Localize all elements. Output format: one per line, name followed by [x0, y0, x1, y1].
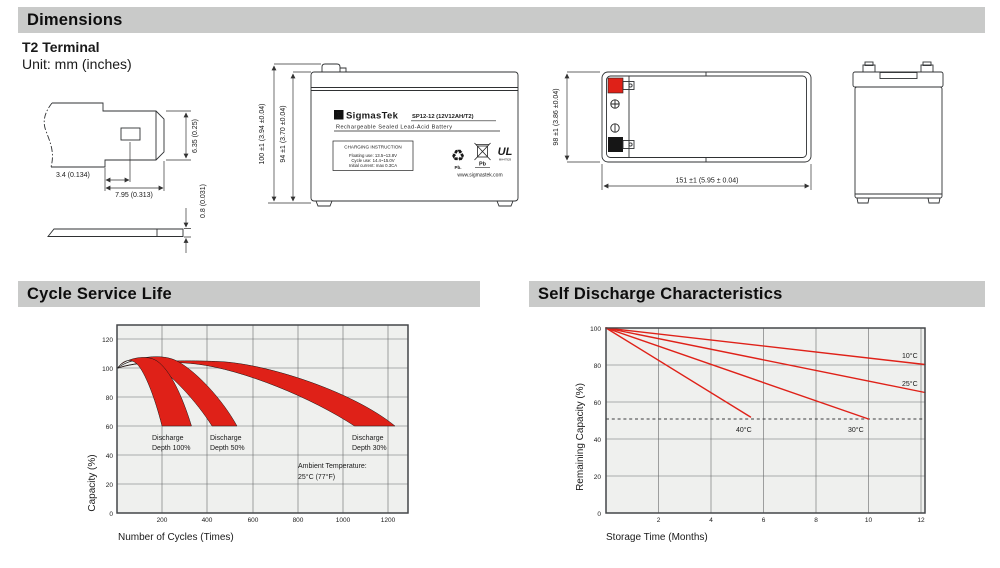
svg-text:20: 20	[594, 474, 602, 481]
svg-text:10°C: 10°C	[902, 352, 918, 360]
sigma-logo-icon: Σ	[336, 111, 341, 120]
svg-text:4: 4	[709, 517, 713, 524]
svg-text:60: 60	[106, 424, 114, 431]
dim-terminal-width: 6.35 (0.25)	[192, 119, 199, 153]
svg-text:2: 2	[657, 517, 661, 524]
svg-text:25°C (77°F): 25°C (77°F)	[298, 473, 335, 481]
battery-type-line: Rechargeable Sealed Lead-Acid Battery	[336, 125, 452, 131]
axis-tick-labels: 0 20 40 60 80 100 2 4 6 8 10 12	[590, 326, 925, 524]
discharge-depth-bands	[116, 356, 396, 427]
charging-instruction-title: CHARGING INSTRUCTION	[344, 145, 401, 150]
dim-tab-length: 7.95 (0.313)	[115, 192, 153, 199]
charging-cycle-line: Cycle use: 14.4~15.0V	[351, 158, 394, 163]
svg-text:40°C: 40°C	[736, 426, 752, 434]
terminal-detail-drawing: 6.35 (0.25) 3.4 (0.134) 7.95 (0.313) 0.8…	[43, 102, 207, 253]
svg-text:1200: 1200	[381, 517, 396, 524]
battery-front-view-drawing: Σ SigmasTek SP12-12 (12V12AH/T2) Recharg…	[259, 63, 519, 207]
self-ylabel: Remaining Capacity (%)	[575, 383, 586, 491]
battery-label: Σ SigmasTek SP12-12 (12V12AH/T2) Recharg…	[332, 110, 513, 179]
cycle-xlabel: Number of Cycles (Times)	[118, 532, 234, 543]
cycle-service-life-header: Cycle Service Life	[18, 281, 480, 307]
svg-text:40: 40	[594, 437, 602, 444]
dimensions-section-header: Dimensions	[18, 7, 985, 33]
svg-text:60: 60	[594, 400, 602, 407]
grid-lines	[606, 328, 925, 513]
line-25c	[605, 327, 926, 394]
svg-text:800: 800	[293, 517, 304, 524]
svg-text:0: 0	[597, 511, 601, 518]
dim-top-length: 151 ±1 (5.95 ± 0.04)	[676, 178, 739, 185]
svg-text:Depth 30%: Depth 30%	[352, 445, 387, 452]
svg-text:0: 0	[109, 511, 113, 518]
recycle-pb-label: Pb.	[454, 165, 461, 170]
band-depth-100	[116, 357, 192, 427]
temperature-lines	[605, 327, 926, 420]
svg-text:Discharge: Discharge	[152, 435, 184, 442]
temperature-labels: 10°C 25°C 30°C 40°C	[736, 352, 918, 434]
svg-text:20: 20	[106, 482, 114, 489]
svg-text:120: 120	[102, 337, 113, 344]
positive-symbol-icon	[610, 99, 620, 109]
svg-text:25°C: 25°C	[902, 380, 918, 388]
svg-text:8: 8	[814, 517, 818, 524]
dim-height-case: 94 ±1 (3.70 ±0.04)	[280, 105, 287, 162]
svg-text:Discharge: Discharge	[352, 435, 384, 442]
svg-text:Depth 50%: Depth 50%	[210, 445, 245, 452]
ambient-temperature-note: Ambient Temperature:	[298, 463, 367, 470]
positive-terminal-block	[607, 77, 624, 94]
cycle-ylabel: Capacity (%)	[87, 454, 98, 511]
self-xlabel: Storage Time (Months)	[606, 532, 708, 543]
cycle-service-life-chart: 0 20 40 60 80 100 120 200 400 600 800 10…	[87, 324, 409, 543]
svg-text:600: 600	[248, 517, 259, 524]
dim-hole-offset: 3.4 (0.134)	[56, 172, 90, 179]
self-discharge-chart: 10°C 25°C 30°C 40°C 0 20 40 60 80 100 2 …	[575, 326, 926, 543]
svg-text:400: 400	[202, 517, 213, 524]
model-number: SP12-12 (12V12AH/T2)	[412, 114, 474, 120]
svg-text:Discharge: Discharge	[210, 435, 242, 442]
svg-text:30°C: 30°C	[848, 426, 864, 434]
svg-text:80: 80	[106, 395, 114, 402]
band-depth-30	[116, 360, 396, 427]
dim-top-width: 98 ±1 (3.86 ±0.04)	[553, 88, 560, 145]
band-annotations: Discharge Depth 100% Discharge Depth 50%…	[152, 435, 387, 481]
svg-text:100: 100	[102, 366, 113, 373]
svg-text:12: 12	[917, 517, 925, 524]
negative-symbol-icon	[610, 123, 620, 133]
self-discharge-header: Self Discharge Characteristics	[529, 281, 985, 307]
svg-text:100: 100	[590, 326, 601, 333]
ul-mark-icon: UL	[498, 146, 513, 158]
svg-text:6: 6	[762, 517, 766, 524]
svg-text:1000: 1000	[336, 517, 351, 524]
website-text: www.sigmastek.com	[457, 173, 502, 179]
unit-note: Unit: mm (inches)	[22, 56, 132, 72]
svg-text:10: 10	[865, 517, 873, 524]
recycle-pb-icon: ♻	[451, 148, 465, 165]
ul-file-number: MH47929	[499, 158, 512, 162]
negative-terminal-block	[608, 137, 623, 152]
charging-floating-line: Floating use: 13.5~13.8V	[349, 153, 397, 158]
charging-initial-line: Initial current: max 0.3CA	[349, 163, 397, 168]
svg-text:80: 80	[594, 363, 602, 370]
svg-text:40: 40	[106, 453, 114, 460]
plot-area	[605, 327, 926, 514]
brand-name: SigmasTek	[346, 111, 399, 122]
terminal-type-label: T2 Terminal	[22, 39, 100, 55]
crossed-bin-pb-icon	[474, 142, 491, 161]
bin-pb-label: Pb	[479, 162, 487, 168]
dim-height-overall: 100 ±1 (3.94 ±0.04)	[259, 103, 266, 164]
line-10c	[605, 327, 926, 366]
dim-terminal-thickness: 0.8 (0.031)	[200, 184, 207, 218]
line-30c	[605, 327, 870, 420]
svg-text:Depth 100%: Depth 100%	[152, 445, 191, 452]
battery-side-view-drawing	[852, 61, 944, 204]
axis-tick-labels: 0 20 40 60 80 100 120 200 400 600 800 10…	[102, 337, 395, 524]
dimension-drawings: 6.35 (0.25) 3.4 (0.134) 7.95 (0.313) 0.8…	[43, 61, 944, 253]
battery-top-view-drawing: 98 ±1 (3.86 ±0.04) 151 ±1 (5.95 ± 0.04)	[553, 71, 812, 190]
terminal-subheading: T2 Terminal Unit: mm (inches)	[22, 39, 132, 73]
svg-text:200: 200	[157, 517, 168, 524]
line-40c	[605, 327, 752, 418]
